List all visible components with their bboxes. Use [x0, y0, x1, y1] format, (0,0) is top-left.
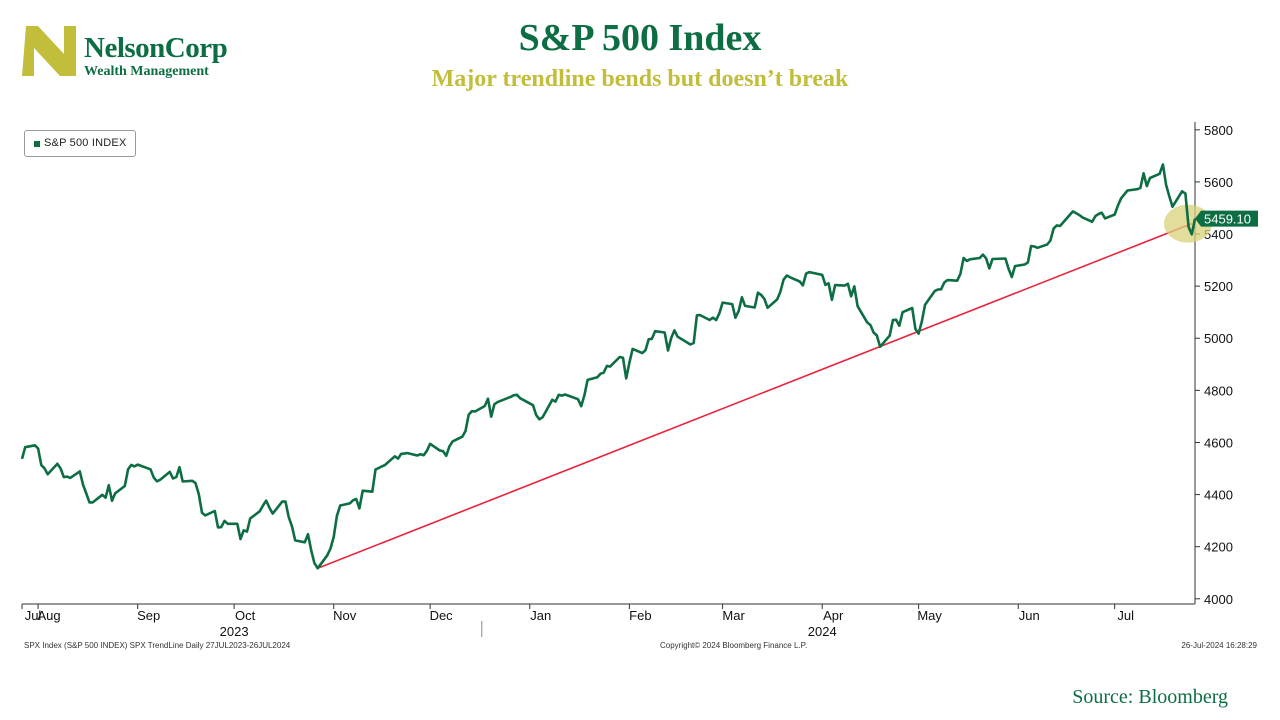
- page-subtitle: Major trendline bends but doesn’t break: [431, 66, 849, 92]
- logo-text-block: NelsonCorp Wealth Management: [20, 26, 235, 82]
- y-tick-label: 5200: [1204, 279, 1233, 294]
- y-tick-label: 4400: [1204, 488, 1233, 503]
- logo-name: NelsonCorp: [84, 32, 228, 64]
- x-tick-label: Jul: [25, 608, 42, 623]
- y-tick-label: 5800: [1204, 123, 1233, 138]
- x-tick-label: Dec: [430, 608, 454, 623]
- x-tick-label: Jun: [1019, 608, 1040, 623]
- footer-series-info: SPX Index (S&P 500 INDEX) SPX TrendLine …: [24, 641, 291, 650]
- x-tick-label: Mar: [722, 608, 745, 623]
- logo-n-mark: [22, 26, 76, 76]
- x-tick-label: May: [917, 608, 942, 623]
- x-tick-label: Jul: [1117, 608, 1134, 623]
- y-tick-label: 5400: [1204, 227, 1233, 242]
- page-title: S&P 500 Index: [518, 17, 762, 59]
- x-year-label: 2023: [220, 624, 249, 639]
- last-value-label: 5459.10: [1204, 212, 1251, 227]
- source-note: Source: Bloomberg: [1072, 686, 1228, 708]
- logo-tagline: Wealth Management: [84, 64, 209, 79]
- legend-swatch: [34, 141, 40, 147]
- x-tick-label: Nov: [333, 608, 357, 623]
- y-tick-label: 4200: [1204, 540, 1233, 555]
- x-tick-label: Feb: [629, 608, 651, 623]
- x-tick-label: Jan: [530, 608, 551, 623]
- last-value-badge: [1195, 210, 1258, 227]
- y-tick-label: 5600: [1204, 175, 1233, 190]
- footer-timestamp: 26-Jul-2024 16:28:29: [1181, 641, 1257, 650]
- footer-copyright: Copyright© 2024 Bloomberg Finance L.P.: [660, 641, 808, 650]
- trendline: [317, 222, 1193, 570]
- x-tick-label: Sep: [137, 608, 160, 623]
- y-tick-label: 4000: [1204, 592, 1233, 607]
- x-tick-label: Apr: [823, 608, 844, 623]
- x-tick-label: Oct: [235, 608, 256, 623]
- legend-label: S&P 500 INDEX: [44, 137, 127, 149]
- y-tick-label: 5000: [1204, 331, 1233, 346]
- x-tick-label: Aug: [37, 608, 60, 623]
- chart-legend[interactable]: S&P 500 INDEX: [24, 130, 136, 157]
- sp500-series-line: [20, 163, 1197, 570]
- y-tick-label: 4800: [1204, 383, 1233, 398]
- x-year-label: 2024: [808, 624, 837, 639]
- y-tick-label: 4600: [1204, 435, 1233, 450]
- nelsoncorp-logo: [22, 26, 76, 76]
